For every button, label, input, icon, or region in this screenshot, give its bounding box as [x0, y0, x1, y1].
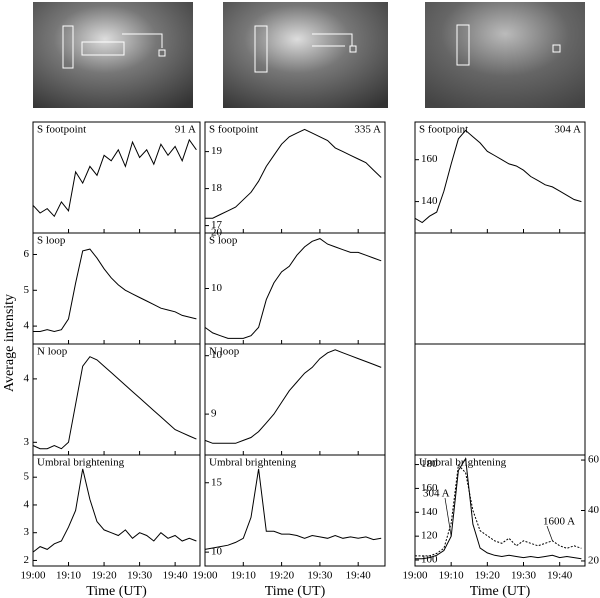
x-tick-label: 19:40 — [547, 570, 573, 582]
y-tick-label: 18 — [211, 182, 223, 194]
y-tick-label: 140 — [421, 506, 438, 518]
panel-frame — [32, 454, 201, 567]
panel-frame — [204, 343, 386, 456]
roi-box — [62, 25, 74, 69]
channel-label: 304 A — [554, 124, 581, 136]
x-tick-label: 19:40 — [163, 570, 189, 582]
x-tick-label: 19:10 — [56, 570, 82, 582]
image-335 — [223, 2, 388, 108]
channel-label: 91 A — [175, 124, 196, 136]
panel-title: S footpoint — [209, 124, 258, 136]
y2-tick-label: 60 — [588, 454, 600, 466]
x-axis-label: Time (UT) — [86, 584, 147, 598]
panel-title: N loop — [37, 346, 68, 358]
panel-title: Umbral brightening — [37, 457, 125, 469]
panel-title: Umbral brightening — [209, 457, 297, 469]
data-line — [204, 349, 382, 444]
panel-frame — [414, 454, 586, 567]
panel-frame — [204, 121, 386, 234]
data-line — [205, 128, 382, 219]
series-label: 304 A — [423, 488, 450, 500]
y-tick-label: 6 — [24, 248, 30, 260]
x-tick-label: 19:00 — [20, 570, 46, 582]
data-line — [32, 468, 197, 553]
x-tick-label: 19:10 — [231, 570, 257, 582]
x-tick-label: 19:20 — [475, 570, 501, 582]
y2-tick-label: 20 — [588, 554, 600, 566]
panel-title: S footpoint — [419, 124, 468, 136]
y-tick-label: 180 — [421, 458, 438, 470]
roi-box — [81, 41, 125, 56]
y-tick-label: 19 — [211, 145, 223, 157]
x-tick-label: 19:00 — [192, 570, 218, 582]
data-line — [415, 457, 582, 560]
y-tick-label: 3 — [24, 526, 30, 538]
panel-frame — [204, 232, 386, 345]
data-line — [414, 129, 582, 224]
series-label: 1600 A — [543, 516, 575, 528]
empty-panel — [414, 232, 586, 345]
y-tick-label: 5 — [24, 471, 30, 483]
series-pointer — [546, 525, 553, 541]
y-tick-label: 140 — [421, 195, 438, 207]
roi-box — [349, 45, 357, 53]
y-tick-label: 10 — [211, 349, 223, 361]
data-line — [204, 468, 382, 550]
panel-frame — [204, 454, 386, 567]
y-tick-label: 160 — [421, 153, 438, 165]
data-line — [415, 463, 582, 557]
y2-tick-label: 40 — [588, 504, 600, 516]
x-axis-label: Time (UT) — [265, 584, 326, 598]
channel-label: 335 A — [354, 124, 381, 136]
empty-panel — [414, 343, 586, 456]
x-tick-label: 19:40 — [346, 570, 372, 582]
y-tick-label: 4 — [24, 320, 30, 332]
series-pointer — [444, 497, 452, 537]
x-tick-label: 19:20 — [269, 570, 295, 582]
y-tick-label: 3 — [24, 436, 30, 448]
panel-title: S loop — [209, 235, 238, 247]
x-tick-label: 19:10 — [439, 570, 465, 582]
image-304 — [425, 2, 585, 108]
panel-title: S footpoint — [37, 124, 86, 136]
x-tick-label: 19:30 — [127, 570, 153, 582]
y-tick-label: 5 — [24, 284, 30, 296]
panel-frame — [414, 121, 586, 234]
x-tick-label: 19:30 — [307, 570, 333, 582]
y-tick-label: 20 — [211, 227, 223, 239]
y-tick-label: 9 — [211, 408, 217, 420]
y-tick-label: 10 — [211, 546, 223, 558]
y-tick-label: 160 — [421, 482, 438, 494]
y-tick-label: 4 — [24, 498, 30, 510]
roi-box — [158, 49, 166, 57]
roi-box — [552, 44, 561, 53]
y-tick-label: 15 — [211, 476, 223, 488]
context-images — [33, 2, 585, 108]
data-line — [32, 138, 197, 218]
roi-box — [456, 24, 470, 66]
panel-frame — [32, 232, 201, 345]
y-tick-label: 120 — [421, 530, 438, 542]
data-line — [32, 356, 197, 450]
y-tick-label: 17 — [211, 219, 223, 231]
data-line — [204, 238, 382, 339]
x-tick-label: 19:30 — [511, 570, 537, 582]
x-tick-label: 19:20 — [92, 570, 118, 582]
roi-box — [254, 25, 268, 73]
y-tick-label: 10 — [211, 282, 223, 294]
data-line — [33, 248, 197, 333]
panel-frame — [32, 121, 201, 234]
roi-line — [312, 33, 353, 47]
panel-title: N loop — [209, 346, 240, 358]
roi-line — [122, 33, 163, 48]
y-tick-label: 4 — [24, 372, 30, 384]
x-tick-label: 19:00 — [402, 570, 428, 582]
y-axis-label: Average intensity — [2, 294, 17, 392]
y-tick-label: 2 — [24, 554, 30, 566]
x-axis-label: Time (UT) — [470, 584, 531, 598]
panel-title: S loop — [37, 235, 66, 247]
panel-frame — [32, 343, 201, 456]
